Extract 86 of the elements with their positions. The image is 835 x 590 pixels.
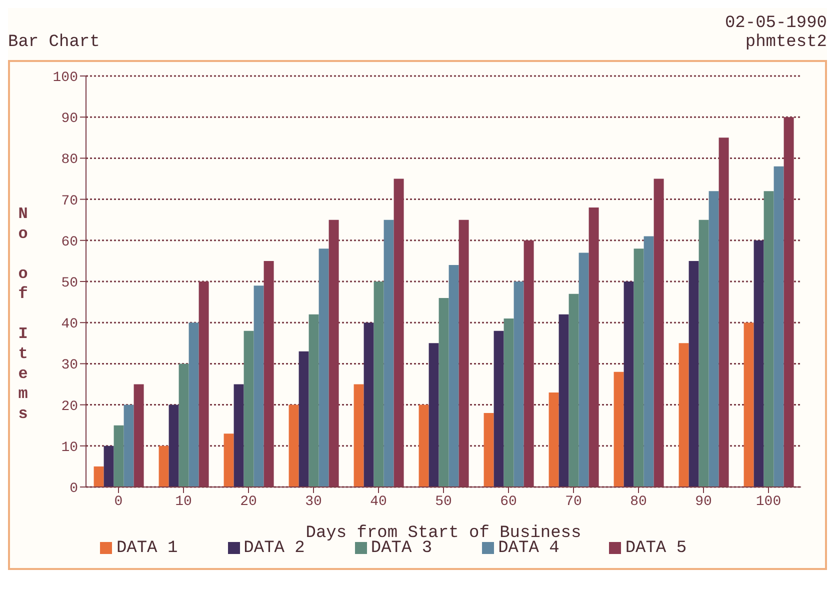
text: 02-05-1990 — [724, 14, 827, 33]
bar — [188, 322, 199, 487]
bar — [178, 364, 189, 487]
y-tick-label: 60 — [61, 234, 78, 250]
bar — [494, 330, 504, 487]
y-tick-label: 30 — [61, 358, 78, 374]
y-tick-label: 70 — [61, 193, 78, 210]
bar — [504, 318, 514, 487]
bar — [328, 220, 339, 487]
bar — [318, 248, 329, 487]
bar — [438, 298, 449, 487]
legend-label: DATA 5 — [625, 539, 687, 558]
text: phmtest2 — [745, 33, 827, 52]
bar — [524, 240, 534, 487]
x-tick-label: 0 — [114, 494, 123, 510]
y-tick-label: 100 — [52, 70, 78, 86]
bar — [104, 446, 114, 487]
bar — [448, 265, 459, 487]
y-axis-title: No of Items — [14, 205, 32, 425]
x-tick-label: 40 — [370, 494, 387, 510]
y-tick-label: 0 — [70, 480, 78, 497]
x-tick-label: 60 — [500, 494, 517, 510]
bar — [654, 178, 664, 487]
bar — [244, 330, 254, 487]
bar — [458, 220, 469, 487]
x-tick-label: 50 — [435, 494, 452, 510]
bar — [634, 248, 644, 487]
bar — [678, 343, 689, 487]
legend-label: DATA 2 — [244, 539, 305, 558]
bar — [698, 220, 709, 487]
bar — [308, 314, 319, 487]
bar — [568, 294, 579, 487]
bar — [644, 236, 654, 487]
legend-label: DATA 3 — [370, 539, 432, 558]
bar — [428, 343, 439, 487]
y-tick-label: 40 — [61, 316, 78, 333]
bar — [418, 404, 429, 487]
x-tick-label: 20 — [240, 494, 257, 510]
bar — [754, 240, 764, 487]
bar — [484, 413, 494, 487]
x-tick-label: 100 — [756, 494, 782, 510]
x-tick-label: 30 — [305, 494, 322, 510]
bar — [224, 434, 234, 487]
bar — [374, 282, 384, 487]
bar — [384, 220, 394, 487]
bar — [744, 322, 754, 487]
bar — [558, 314, 569, 487]
x-tick-label: 80 — [630, 494, 647, 510]
bar — [198, 282, 209, 487]
legend-label: DATA 1 — [116, 539, 178, 558]
bar — [158, 446, 169, 487]
bar — [394, 178, 404, 487]
bar — [624, 282, 634, 487]
y-tick-label: 20 — [61, 398, 78, 415]
bar — [254, 286, 264, 487]
bar — [514, 282, 524, 487]
bar — [114, 425, 124, 487]
bar — [588, 208, 599, 487]
text: Bar Chart — [8, 33, 100, 52]
bar — [168, 404, 179, 487]
bar — [764, 191, 774, 487]
bar — [264, 260, 274, 487]
bar — [688, 260, 699, 487]
y-tick-label: 50 — [61, 275, 78, 292]
y-tick-label: 90 — [61, 111, 78, 128]
bar — [364, 322, 374, 487]
x-tick-label: 70 — [565, 494, 582, 510]
y-tick-label: 80 — [61, 152, 78, 168]
legend-label: DATA 4 — [498, 539, 560, 558]
bar — [234, 384, 244, 487]
bar — [578, 252, 589, 487]
bar — [354, 384, 364, 487]
bar — [718, 138, 729, 487]
y-tick-label: 10 — [61, 440, 78, 456]
bar — [708, 191, 719, 487]
x-tick-label: 10 — [175, 494, 192, 510]
bar — [94, 466, 104, 487]
bar — [784, 117, 794, 487]
bar — [774, 166, 784, 487]
bar — [288, 404, 299, 487]
bar — [614, 372, 624, 487]
bar — [548, 392, 559, 487]
bar — [298, 351, 309, 487]
x-tick-label: 90 — [695, 494, 712, 510]
bar — [134, 384, 144, 487]
bar — [124, 404, 134, 487]
